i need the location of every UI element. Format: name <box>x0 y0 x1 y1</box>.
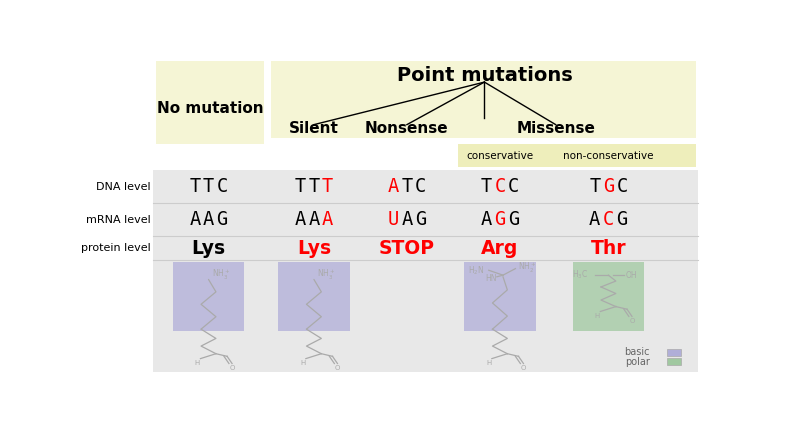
Text: H$_3$C: H$_3$C <box>572 269 589 281</box>
Text: O: O <box>630 318 634 324</box>
Text: OH: OH <box>626 271 638 280</box>
Text: G: G <box>617 210 628 229</box>
Text: O: O <box>521 366 526 371</box>
Bar <box>173 262 244 331</box>
Text: conservative: conservative <box>466 151 534 162</box>
Text: Missense: Missense <box>516 121 595 136</box>
Text: G: G <box>508 210 519 229</box>
Text: O: O <box>334 366 340 371</box>
Text: G: G <box>494 210 506 229</box>
Text: C: C <box>617 177 628 196</box>
Text: Nonsense: Nonsense <box>365 121 449 136</box>
Bar <box>278 262 350 331</box>
Text: C: C <box>415 177 426 196</box>
Text: A: A <box>402 210 413 229</box>
Text: T: T <box>402 177 413 196</box>
Text: STOP: STOP <box>379 239 435 258</box>
Text: T: T <box>589 177 600 196</box>
Text: No mutation: No mutation <box>157 101 263 116</box>
Text: A: A <box>589 210 600 229</box>
Bar <box>156 61 264 144</box>
Bar <box>667 358 681 365</box>
Text: T: T <box>294 177 306 196</box>
Text: basic: basic <box>625 347 650 357</box>
Text: H: H <box>486 360 491 366</box>
Text: C: C <box>508 177 519 196</box>
Bar <box>458 144 697 167</box>
Text: T: T <box>481 177 492 196</box>
Text: U: U <box>388 210 399 229</box>
Text: G: G <box>602 177 614 196</box>
Text: HN: HN <box>485 274 496 283</box>
Text: non-conservative: non-conservative <box>563 151 654 162</box>
Text: NH$_3^+$: NH$_3^+$ <box>317 267 335 282</box>
Text: Arg: Arg <box>482 239 518 258</box>
Text: G: G <box>415 210 426 229</box>
Text: Point mutations: Point mutations <box>397 66 572 85</box>
Text: Silent: Silent <box>289 121 339 136</box>
Text: A: A <box>322 210 333 229</box>
Text: C: C <box>494 177 506 196</box>
Bar <box>270 61 697 138</box>
Text: H: H <box>594 313 600 319</box>
Bar <box>153 170 698 372</box>
Text: A: A <box>294 210 306 229</box>
Text: DNA level: DNA level <box>96 182 151 192</box>
Text: A: A <box>388 177 399 196</box>
Text: O: O <box>230 366 234 371</box>
Text: mRNA level: mRNA level <box>86 215 151 224</box>
Text: T: T <box>190 177 201 196</box>
Text: T: T <box>203 177 214 196</box>
Text: A: A <box>203 210 214 229</box>
Text: H: H <box>300 360 306 366</box>
Text: NH$_2^+$: NH$_2^+$ <box>518 261 537 275</box>
Text: T: T <box>322 177 333 196</box>
Text: polar: polar <box>625 357 650 366</box>
Text: H: H <box>194 360 200 366</box>
Bar <box>464 262 535 331</box>
Text: A: A <box>190 210 201 229</box>
Text: H$_2$N: H$_2$N <box>468 264 485 277</box>
Text: G: G <box>217 210 228 229</box>
Text: A: A <box>308 210 319 229</box>
Text: Lys: Lys <box>191 239 226 258</box>
Bar <box>667 349 681 356</box>
Text: Lys: Lys <box>297 239 331 258</box>
Text: C: C <box>602 210 614 229</box>
Text: A: A <box>481 210 492 229</box>
Bar <box>573 262 644 331</box>
Text: NH$_3^+$: NH$_3^+$ <box>211 267 230 282</box>
Text: Thr: Thr <box>590 239 626 258</box>
Text: C: C <box>217 177 228 196</box>
Text: T: T <box>308 177 319 196</box>
Text: protein level: protein level <box>81 243 151 253</box>
